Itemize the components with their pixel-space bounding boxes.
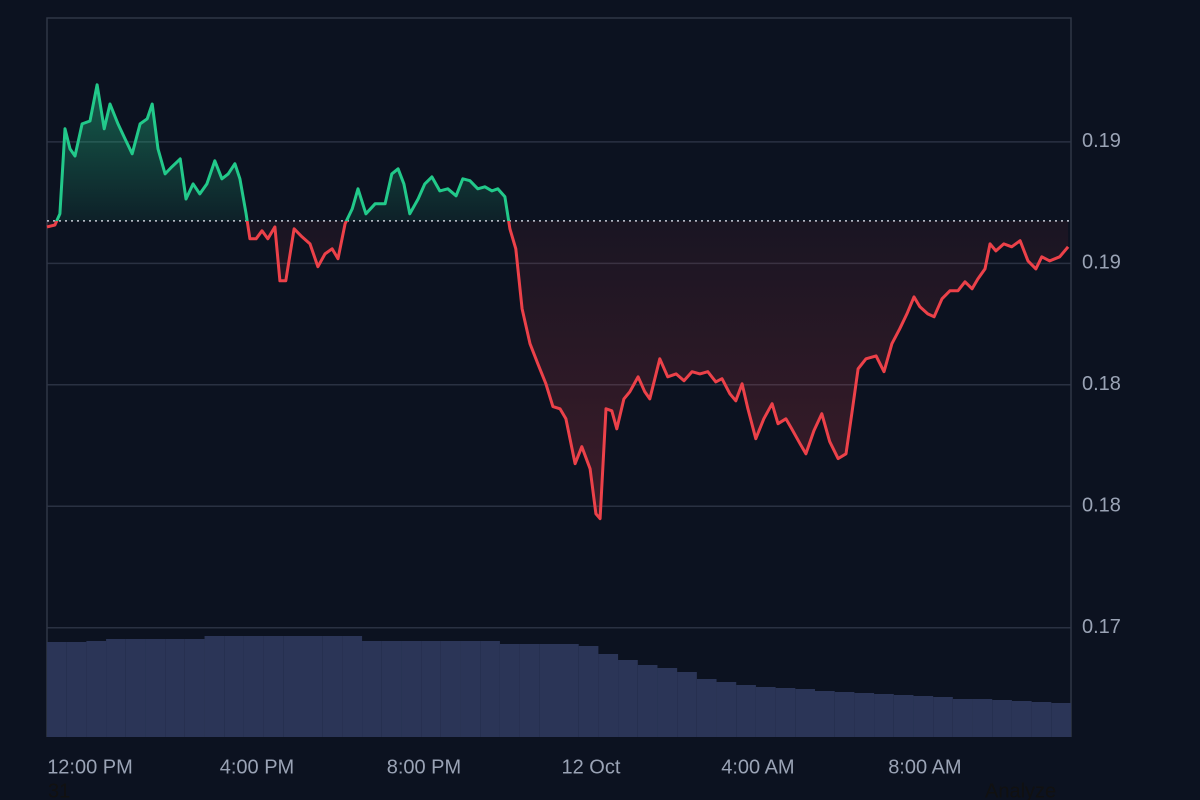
y-tick-label: 0.19 <box>1082 130 1121 152</box>
volume-bar <box>106 639 126 737</box>
volume-bar <box>519 644 540 737</box>
volume-bar <box>539 644 559 737</box>
volume-bar <box>578 646 599 737</box>
x-tick-label: 4:00 PM <box>220 756 294 778</box>
plot-border <box>46 17 1072 737</box>
volume-bar <box>362 641 382 737</box>
volume-bar <box>66 642 87 737</box>
y-tick-label: 0.18 <box>1082 373 1121 395</box>
volume-bar <box>677 672 697 737</box>
volume-bar <box>283 636 303 737</box>
volume-bar <box>125 639 146 737</box>
volume-bar <box>657 668 678 737</box>
volume-bar <box>874 694 894 737</box>
volume-bar <box>263 636 284 737</box>
volume-bar <box>775 688 796 737</box>
x-tick-label: 8:00 PM <box>387 756 461 778</box>
x-tick-label: 12:00 PM <box>47 756 133 778</box>
volume-bar <box>480 641 500 737</box>
volume-bar <box>243 636 264 737</box>
volume-bar <box>795 689 815 737</box>
volume-bar <box>86 641 107 737</box>
volume-bar <box>440 641 461 737</box>
volume-bar <box>303 636 323 737</box>
x-tick-label: 4:00 AM <box>721 756 794 778</box>
volume-bar <box>322 636 343 737</box>
volume-bar <box>696 679 717 737</box>
volume-bar <box>1051 703 1071 737</box>
volume-bar <box>992 700 1012 737</box>
volume-bar <box>755 687 776 737</box>
volume-bar <box>559 644 579 737</box>
volume-bar <box>47 642 67 737</box>
volume-bar <box>342 636 363 737</box>
volume-bar <box>401 641 422 737</box>
volume-bar <box>204 636 225 737</box>
price-line <box>46 83 1070 521</box>
volume-bar <box>736 685 756 737</box>
volume-bar <box>598 654 619 737</box>
volume-bar <box>460 641 481 737</box>
volume-bar <box>1011 701 1032 737</box>
volume-bar <box>716 682 737 737</box>
volume-bar <box>224 636 244 737</box>
area <box>47 84 1069 519</box>
volume-bar <box>499 644 520 737</box>
volume-bar <box>421 641 441 737</box>
volume-bar <box>618 660 638 737</box>
x-tick-label: 8:00 AM <box>888 756 961 778</box>
volume-bar <box>854 693 875 737</box>
volume-bar <box>815 691 835 737</box>
volume-bar <box>165 639 185 737</box>
volume-bar <box>381 641 402 737</box>
volume-bar <box>184 639 205 737</box>
volume-bar <box>933 697 953 737</box>
x-tick-label: 12 Oct <box>561 756 620 778</box>
volume-bar <box>893 695 914 737</box>
volume-bar <box>913 696 934 737</box>
volume-bar <box>952 699 973 737</box>
volume-bar <box>972 699 993 737</box>
volume-bar <box>145 639 166 737</box>
y-tick-label: 0.18 <box>1082 495 1121 517</box>
volume-bar <box>834 692 855 737</box>
volume-bar <box>1031 702 1052 737</box>
y-tick-label: 0.19 <box>1082 252 1121 274</box>
footer-left: 31 <box>48 780 70 800</box>
y-tick-label: 0.17 <box>1082 616 1121 638</box>
volume-bar <box>637 665 658 737</box>
footer-right: Analyze <box>985 780 1056 800</box>
